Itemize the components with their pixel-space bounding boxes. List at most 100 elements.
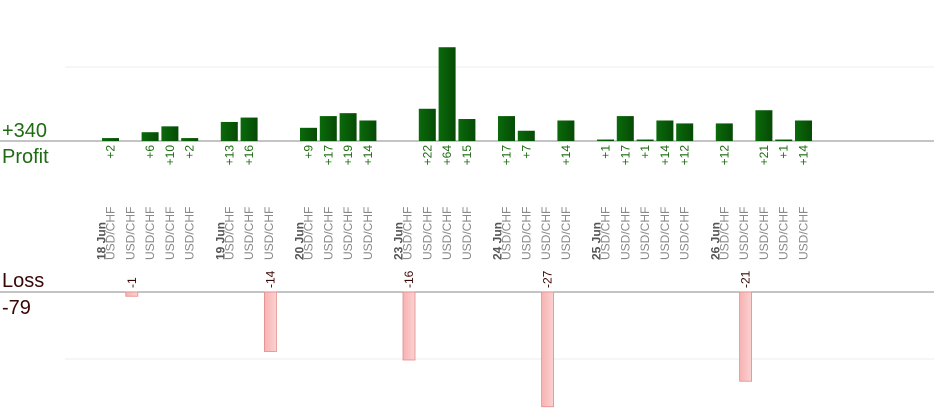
profit-bar — [795, 120, 812, 141]
date-label: 23 Jun — [392, 222, 406, 260]
loss-bar — [402, 291, 416, 361]
date-label: 26 Jun — [708, 222, 722, 260]
profit-bar — [676, 123, 694, 141]
profit-value-label: +1 — [638, 145, 652, 159]
category-label: USD/CHF — [361, 207, 375, 260]
category-label: USD/CHF — [163, 207, 177, 260]
category-label: USD/CHF — [262, 207, 276, 260]
profit-bar — [616, 116, 634, 141]
profit-value-label: +9 — [302, 145, 316, 159]
loss-value-label: -14 — [263, 270, 277, 288]
profit-bar — [240, 117, 258, 141]
category-label: USD/CHF — [341, 207, 355, 260]
category-label: USD/CHF — [123, 207, 137, 260]
category-label: USD/CHF — [143, 207, 157, 260]
profit-value-label: +64 — [440, 145, 454, 166]
profit-value-label: +21 — [757, 145, 771, 166]
date-label: 24 Jun — [491, 222, 505, 260]
category-label: USD/CHF — [559, 207, 573, 260]
profit-value-label: +14 — [559, 145, 573, 166]
profit-label: Profit — [2, 146, 49, 168]
loss-bar — [739, 291, 752, 382]
category-label: USD/CHF — [183, 207, 197, 260]
profit-bar — [498, 116, 515, 141]
date-label: 25 Jun — [590, 222, 604, 260]
profit-value-label: +2 — [183, 145, 197, 159]
profit-value-label: +1 — [599, 145, 613, 159]
category-label: USD/CHF — [321, 207, 335, 260]
profit-bar — [636, 139, 654, 141]
profit-value-label: +15 — [460, 145, 474, 166]
category-label: USD/CHF — [401, 207, 415, 260]
profit-bar — [597, 139, 614, 141]
date-label: 19 Jun — [213, 222, 227, 260]
category-label: USD/CHF — [658, 207, 672, 260]
profit-bar — [715, 123, 733, 141]
loss-label: Loss — [2, 270, 45, 292]
profit-bar — [755, 110, 773, 141]
profit-value-label: +14 — [658, 145, 672, 166]
loss-total: -79 — [2, 297, 31, 319]
category-label: USD/CHF — [302, 207, 316, 260]
profit-value-label: +14 — [361, 145, 375, 166]
category-label: USD/CHF — [460, 207, 474, 260]
date-label: 18 Jun — [95, 222, 109, 260]
category-label: USD/CHF — [599, 207, 613, 260]
profit-bar — [220, 121, 238, 141]
profit-value-label: +2 — [104, 145, 118, 159]
profit-value-label: +19 — [341, 145, 355, 166]
profit-value-label: +1 — [777, 145, 791, 159]
loss-bar — [541, 291, 554, 408]
profit-value-label: +17 — [321, 145, 335, 166]
category-label: USD/CHF — [519, 207, 533, 260]
profit-bar — [161, 126, 179, 141]
category-label: USD/CHF — [539, 207, 553, 260]
category-label: USD/CHF — [618, 207, 632, 260]
category-label: USD/CHF — [797, 207, 811, 260]
profit-bar — [339, 113, 357, 141]
profit-bar — [319, 116, 337, 141]
profit-bar — [775, 139, 793, 141]
profit-value-label: +7 — [519, 145, 533, 159]
category-label: USD/CHF — [104, 207, 118, 260]
profit-bar — [102, 138, 119, 141]
profit-bar — [656, 120, 674, 141]
profit-value-label: +6 — [143, 145, 157, 159]
profit-value-label: +16 — [242, 145, 256, 166]
profit-bar — [141, 132, 159, 141]
category-label: USD/CHF — [420, 207, 434, 260]
loss-value-label: -16 — [402, 270, 416, 288]
profit-value-label: +22 — [420, 145, 434, 166]
profit-bar — [300, 127, 317, 141]
profit-value-label: +14 — [797, 145, 811, 166]
category-label: USD/CHF — [737, 207, 751, 260]
profit-value-label: +12 — [717, 145, 731, 166]
loss-value-label: -1 — [125, 277, 139, 288]
category-label: USD/CHF — [638, 207, 652, 260]
profit-value-label: +13 — [222, 145, 236, 166]
category-label: USD/CHF — [242, 207, 256, 260]
loss-value-label: -21 — [739, 270, 753, 288]
profit-bar — [458, 119, 476, 141]
profit-bar — [359, 120, 377, 141]
profit-bar — [438, 47, 456, 141]
category-label: USD/CHF — [222, 207, 236, 260]
category-label: USD/CHF — [500, 207, 514, 260]
profit-bar — [181, 138, 199, 141]
profit-bar — [557, 120, 575, 141]
loss-bar — [125, 291, 139, 297]
category-label: USD/CHF — [678, 207, 692, 260]
profit-total: +340 — [2, 120, 48, 142]
category-label: USD/CHF — [777, 207, 791, 260]
loss-bar — [263, 291, 277, 352]
profit-value-label: +17 — [500, 145, 514, 166]
profit-value-label: +10 — [163, 145, 177, 166]
category-label: USD/CHF — [717, 207, 731, 260]
category-label: USD/CHF — [757, 207, 771, 260]
category-label: USD/CHF — [440, 207, 454, 260]
date-label: 20 Jun — [293, 222, 307, 260]
profit-bar — [418, 108, 436, 141]
profit-value-label: +17 — [618, 145, 632, 166]
loss-value-label: -27 — [541, 270, 555, 288]
